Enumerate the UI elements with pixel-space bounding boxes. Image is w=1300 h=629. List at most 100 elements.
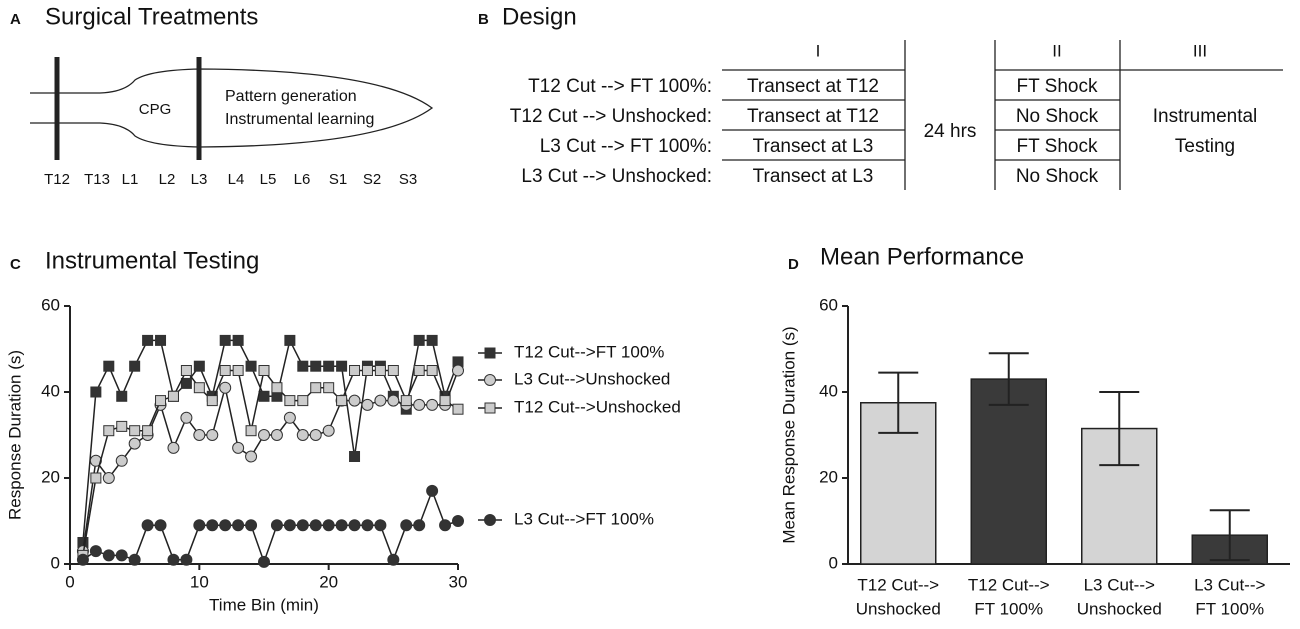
x-tick-label: T12 Cut--> xyxy=(968,575,1050,594)
bar xyxy=(970,378,1047,565)
table-cell: Transect at T12 xyxy=(747,106,879,127)
marker xyxy=(349,365,361,376)
legend-marker xyxy=(484,374,496,386)
marker xyxy=(258,365,270,376)
marker xyxy=(102,549,115,562)
marker xyxy=(361,398,374,411)
marker xyxy=(297,395,309,407)
panel-title: Surgical Treatments xyxy=(45,3,258,30)
panel-letter: C xyxy=(10,256,21,273)
x-tick-label: 20 xyxy=(319,572,338,591)
marker xyxy=(116,420,128,432)
marker xyxy=(413,519,426,532)
segment-label: L3 xyxy=(191,171,208,188)
column-header: I xyxy=(816,41,821,60)
error-bar xyxy=(878,371,919,434)
marker xyxy=(374,365,386,376)
x-tick-label: L3 Cut--> xyxy=(1194,575,1265,594)
marker xyxy=(193,382,205,394)
segment-label: L1 xyxy=(122,171,139,188)
marker xyxy=(426,334,438,346)
segment-label: L6 xyxy=(294,171,311,188)
marker xyxy=(141,519,154,532)
marker xyxy=(336,395,348,407)
marker xyxy=(258,390,270,402)
marker xyxy=(219,334,231,346)
y-tick-label: 0 xyxy=(829,553,838,572)
y-tick-label: 20 xyxy=(819,467,838,486)
marker xyxy=(271,382,283,394)
segment-label: L5 xyxy=(260,171,277,188)
marker xyxy=(270,429,283,441)
legend-marker xyxy=(484,402,496,414)
marker xyxy=(90,386,102,398)
marker xyxy=(400,395,412,407)
marker xyxy=(361,519,374,532)
marker xyxy=(129,360,141,372)
marker xyxy=(128,553,141,566)
table-cell: No Shock xyxy=(1016,106,1099,127)
marker xyxy=(452,403,464,415)
marker xyxy=(232,441,245,454)
marker xyxy=(439,519,452,532)
x-tick-label: FT 100% xyxy=(974,599,1043,618)
marker xyxy=(258,429,270,441)
y-tick-label: 60 xyxy=(819,295,838,314)
marker xyxy=(167,441,180,454)
x-tick-label: 0 xyxy=(65,572,74,591)
marker xyxy=(297,360,309,372)
marker xyxy=(154,519,167,532)
segment-label: L2 xyxy=(159,171,176,188)
x-tick-label: T12 Cut--> xyxy=(857,575,939,594)
marker xyxy=(232,334,244,346)
x-tick-label: L3 Cut--> xyxy=(1084,575,1155,594)
legend-marker xyxy=(484,347,496,359)
column-header: II xyxy=(1052,41,1061,60)
marker xyxy=(413,398,426,411)
marker xyxy=(283,411,296,424)
marker xyxy=(310,382,322,394)
row-label: L3 Cut --> Unshocked: xyxy=(521,166,712,187)
segment-label: S3 xyxy=(399,171,417,188)
marker xyxy=(361,365,373,376)
marker xyxy=(245,425,257,437)
marker xyxy=(426,365,438,376)
column-header: III xyxy=(1193,41,1207,60)
marker xyxy=(155,334,167,346)
error-bar xyxy=(988,352,1029,406)
marker xyxy=(387,394,400,407)
marker xyxy=(193,519,206,532)
marker xyxy=(116,390,128,402)
table-cell: Transect at T12 xyxy=(747,76,879,97)
panel-letter: D xyxy=(788,256,799,273)
marker xyxy=(219,519,232,532)
marker xyxy=(348,394,361,407)
marker xyxy=(232,519,245,532)
x-tick-label: 10 xyxy=(190,572,209,591)
marker xyxy=(245,450,258,463)
marker xyxy=(387,553,400,566)
marker xyxy=(452,515,464,527)
segment-label: L4 xyxy=(228,171,245,188)
segment-label: S2 xyxy=(363,171,381,188)
marker xyxy=(167,553,180,566)
marker xyxy=(219,381,232,394)
marker xyxy=(323,382,335,394)
y-axis-title: Mean Response Duration (s) xyxy=(779,326,798,543)
testing-label: Instrumental xyxy=(1153,106,1258,127)
delay-label: 24 hrs xyxy=(924,121,977,142)
marker xyxy=(374,519,387,532)
panel-letter: A xyxy=(10,11,21,28)
marker xyxy=(180,377,192,389)
segment-label: S1 xyxy=(329,171,347,188)
marker xyxy=(103,425,115,437)
marker xyxy=(309,519,322,532)
marker xyxy=(115,454,128,467)
error-bar xyxy=(1209,509,1250,562)
marker xyxy=(400,519,413,532)
marker xyxy=(89,454,102,467)
marker xyxy=(115,549,128,562)
marker xyxy=(348,519,361,532)
testing-label: Testing xyxy=(1175,136,1235,157)
marker xyxy=(155,395,167,407)
